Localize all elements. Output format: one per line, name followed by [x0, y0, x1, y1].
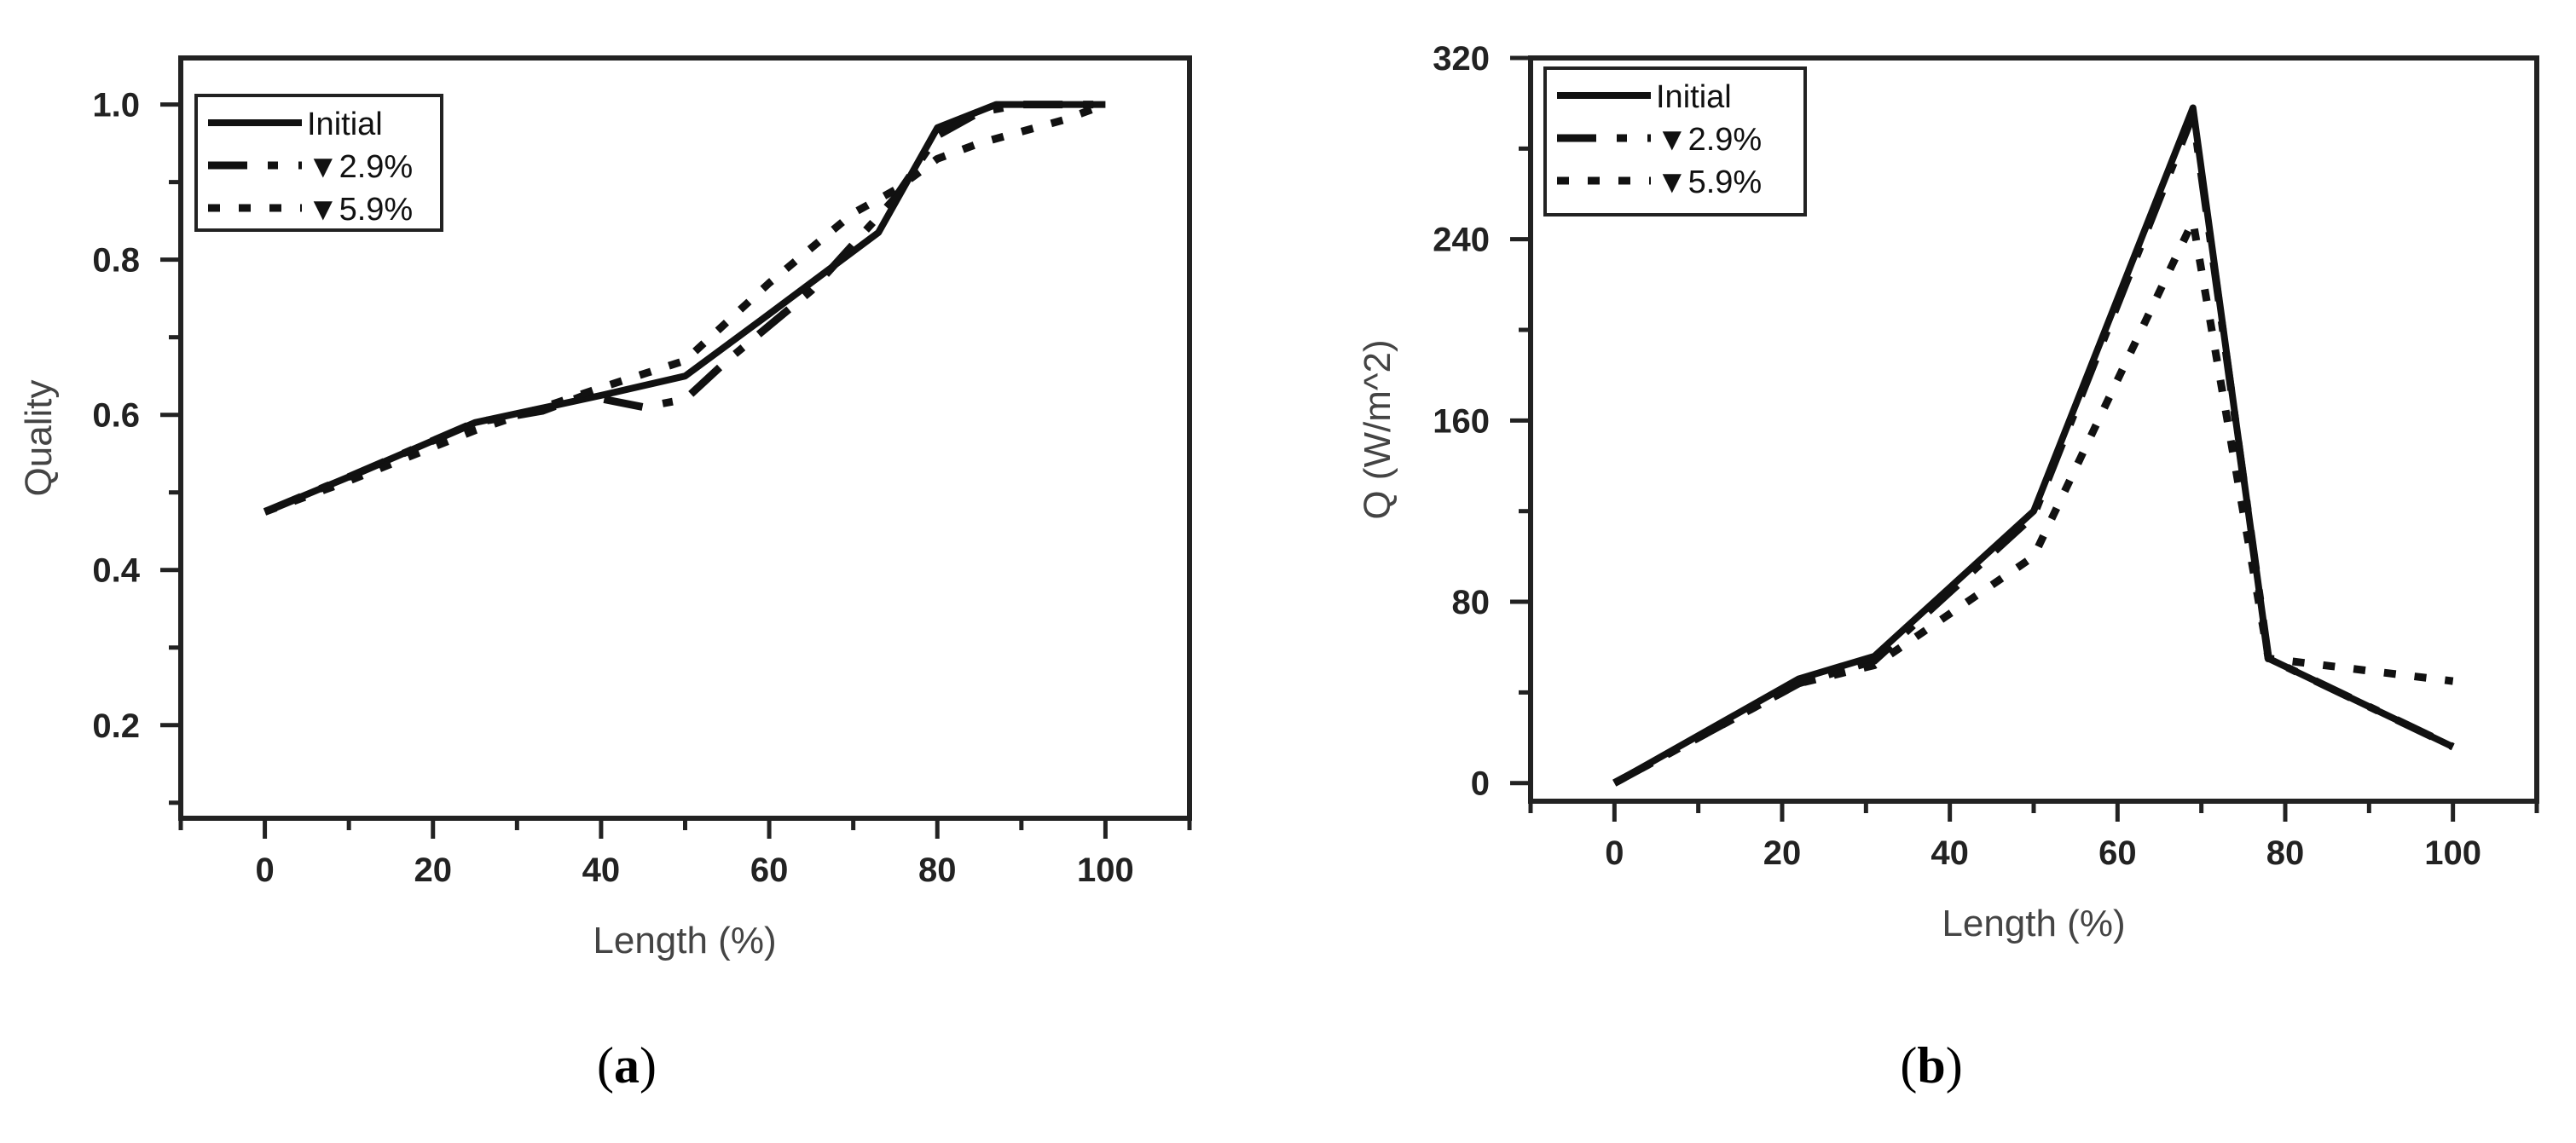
legend-label: ▼5.9%: [1656, 165, 1762, 200]
legend: Initial ▼2.9% ▼5.9%: [1543, 66, 1807, 216]
chart-panel-b: 0 20 40 60 80 100 0 80 160 240 320 Length (%) Q (W/m…: [1357, 40, 2539, 1094]
x-axis-title: Length (%): [593, 920, 776, 961]
chart-panel-a: 0 20 40 60 80 100 0.2 0.4 0.6 0.8 1.0 Length (%) Qua…: [18, 55, 1192, 1094]
x-tick-label: 0: [255, 851, 274, 889]
x-tick-label: 20: [414, 851, 453, 889]
x-tick-label: 40: [1931, 834, 1969, 872]
legend-label: ▼2.9%: [1656, 122, 1762, 158]
y-tick-label: 1.0: [92, 87, 140, 124]
panel-caption: (b): [1900, 1037, 1962, 1094]
y-tick-label: 0: [1471, 765, 1490, 803]
series-line-dotted: [1612, 216, 2454, 787]
x-tick-label: 0: [1605, 834, 1624, 872]
x-tick-label: 100: [1077, 851, 1134, 889]
y-tick-label: 160: [1433, 402, 1490, 440]
legend: Initial ▼2.9% ▼5.9%: [194, 94, 443, 232]
panel-caption: (a): [597, 1037, 657, 1094]
legend-label: Initial: [307, 107, 383, 142]
series-line-dashed: [263, 101, 1106, 516]
series-line-dotted: [263, 101, 1107, 516]
y-axis-title: Q (W/m^2): [1357, 339, 1398, 519]
x-tick-label: 40: [582, 851, 621, 889]
x-tick-label: 100: [2424, 834, 2481, 872]
y-tick-label: 0.6: [92, 397, 140, 435]
y-tick-label: 80: [1452, 584, 1491, 621]
x-tick-label: 60: [2098, 834, 2137, 872]
y-tick-label: 240: [1433, 222, 1490, 259]
x-tick-label: 80: [2266, 834, 2305, 872]
x-tick-label: 20: [1763, 834, 1802, 872]
x-tick-label: 80: [918, 851, 957, 889]
legend-label: ▼2.9%: [307, 149, 413, 185]
legend-label: ▼5.9%: [307, 192, 413, 228]
y-tick-label: 0.8: [92, 242, 140, 280]
y-axis-title: Quality: [18, 380, 60, 497]
y-tick-label: 0.4: [92, 552, 140, 590]
legend-label: Initial: [1656, 79, 1732, 115]
y-tick-label: 320: [1433, 40, 1490, 78]
x-axis-title: Length (%): [1942, 903, 2125, 944]
y-tick-label: 0.2: [92, 707, 140, 745]
x-tick-label: 60: [750, 851, 789, 889]
